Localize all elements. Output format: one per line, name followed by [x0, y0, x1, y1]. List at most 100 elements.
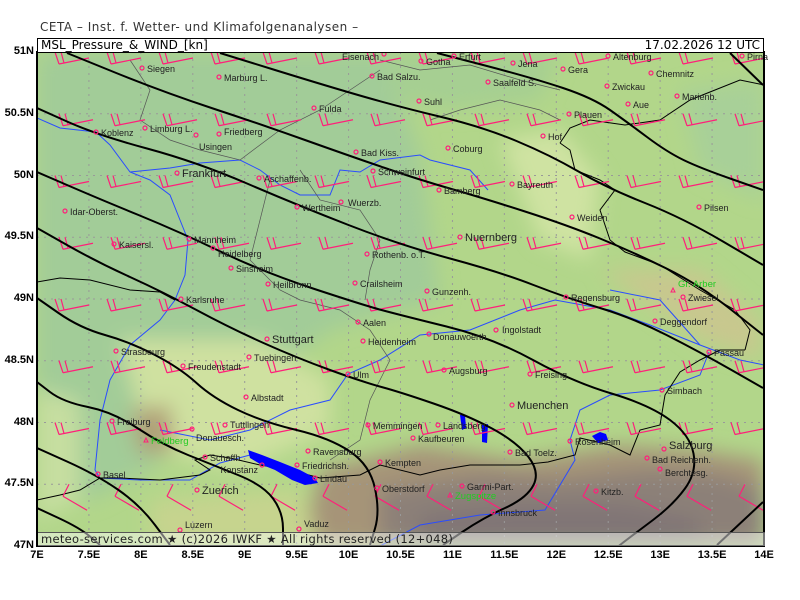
wind-barb: [322, 483, 348, 511]
city-marker-icon: [264, 336, 270, 342]
city-marker-icon: [661, 446, 667, 452]
city-label: Landsberg: [443, 421, 486, 431]
wind-barb: [110, 360, 146, 374]
wind-barb: [54, 422, 90, 436]
city-marker-icon: [364, 251, 370, 257]
city-marker-icon: [540, 133, 546, 139]
city-marker-icon: [657, 466, 663, 472]
city-label: Saalfeld S.: [493, 78, 537, 88]
lon-tick-label: 9E: [237, 549, 252, 561]
wind-barb: [418, 422, 454, 436]
wind-barb: [574, 422, 610, 436]
city-deggendorf: Deggendorf: [652, 317, 708, 327]
city-oberstdorf: Oberstdorf: [374, 484, 425, 494]
lon-tick-label: 12.5E: [593, 549, 623, 561]
wind-barb: [370, 360, 406, 374]
city-stuttgart: Stuttgart: [264, 334, 314, 346]
isobar: [37, 507, 101, 546]
city-label: Rosenheim: [575, 437, 621, 447]
wind-barb: [214, 237, 250, 250]
city-marker-icon: [441, 367, 447, 373]
city-label: Heidenheim: [368, 337, 416, 347]
city-marker-icon: [593, 488, 599, 494]
wind-barb: [686, 483, 712, 511]
city-marker-icon: [605, 53, 611, 59]
city-bayreuth: Bayreuth: [509, 180, 553, 190]
wind-barb: [314, 422, 350, 436]
lon-tick-label: 11.5E: [490, 549, 519, 561]
wind-barb: [470, 298, 506, 312]
city-marker-icon: [659, 387, 665, 393]
city-label: Limburg L.: [150, 124, 193, 134]
wind-barb: [678, 175, 714, 189]
city-marker-icon: [370, 168, 376, 174]
city-marker-icon: [509, 402, 515, 408]
isobar: [37, 297, 379, 546]
city-marker-icon: [459, 483, 465, 489]
city-marker-icon: [202, 454, 208, 460]
wind-barb: [574, 52, 610, 65]
city-label: Aalen: [363, 318, 386, 328]
wind-barb: [626, 298, 662, 312]
lon-tick-label: 14E: [754, 549, 774, 561]
city-label: Gotha: [426, 57, 451, 67]
wind-barb: [262, 298, 298, 312]
city-bad-salzu: Bad Salzu.: [369, 72, 421, 82]
city-bad-kiss: Bad Kiss.: [353, 148, 399, 158]
wind-barb: [530, 483, 556, 511]
wind-barb: [318, 113, 354, 127]
city-marker-icon: [648, 70, 654, 76]
wind-barb: [418, 298, 454, 312]
city-marker-icon: [426, 331, 432, 337]
city-regensburg: Regensburg: [563, 293, 620, 303]
wind-barb: [210, 422, 246, 436]
city-konstanz: Konstanz: [220, 462, 265, 475]
lake-starnberg: [482, 424, 488, 443]
city-friedrichsh: Friedrichsh.: [294, 461, 349, 471]
city-wuerzb: Wuerzb.: [338, 198, 381, 208]
lon-tick-label: 10.5E: [386, 549, 415, 561]
city-marker-icon: [510, 60, 516, 66]
lon-tick-label: 11E: [442, 549, 462, 561]
city-gotha: Gotha: [418, 57, 451, 67]
wind-barb: [522, 52, 558, 65]
peak-triangle-icon: [143, 436, 149, 443]
city-marker-icon: [109, 418, 115, 424]
lat-tick-label: 47N: [13, 539, 34, 551]
city-marker-icon: [246, 354, 252, 360]
city-marker-icon: [142, 125, 148, 131]
city-label: Usingen: [199, 142, 232, 152]
wind-barb: [162, 237, 198, 250]
wind-barb: [262, 175, 298, 189]
city-label: Konstanz: [220, 465, 258, 475]
city-marker-icon: [296, 526, 302, 532]
city-tuebingen: Tuebingen: [246, 353, 296, 363]
city-label: Pirna: [747, 52, 768, 62]
lake-chiemsee: [592, 432, 608, 443]
city-marker-icon: [739, 53, 745, 59]
wind-barb: [318, 237, 354, 250]
lat-tick-label: 48N: [13, 415, 34, 428]
city-heilbronn: Heilbronn: [265, 280, 312, 290]
city-kitzb: Kitzb.: [593, 487, 624, 497]
wind-barb: [730, 422, 764, 436]
city-kaisersl: Kaisersl.: [111, 240, 154, 250]
wind-barb: [162, 113, 198, 127]
cities: Eisenach Gotha Erfurt Jena Gera Altenburg Chem…: [62, 51, 768, 533]
city-marker-icon: [352, 280, 358, 286]
city-label: Idar-Oberst.: [70, 207, 118, 217]
wind-barb: [578, 237, 614, 250]
wind-barb: [582, 483, 608, 511]
city-marker-icon: [222, 422, 228, 428]
city-label: Oberstdorf: [382, 484, 425, 494]
wind-barb: [422, 113, 458, 127]
wind-barb: [734, 237, 764, 250]
city-label: Ingolstadt: [502, 325, 542, 335]
city-usingen: Usingen: [193, 132, 232, 152]
wind-barb: [110, 237, 146, 250]
wind-barb: [478, 483, 504, 511]
city-label: Altenburg: [613, 52, 652, 62]
city-limburg-l: Limburg L.: [142, 124, 193, 134]
city-label: Freudenstadt: [188, 362, 242, 372]
isobar: [716, 501, 764, 546]
